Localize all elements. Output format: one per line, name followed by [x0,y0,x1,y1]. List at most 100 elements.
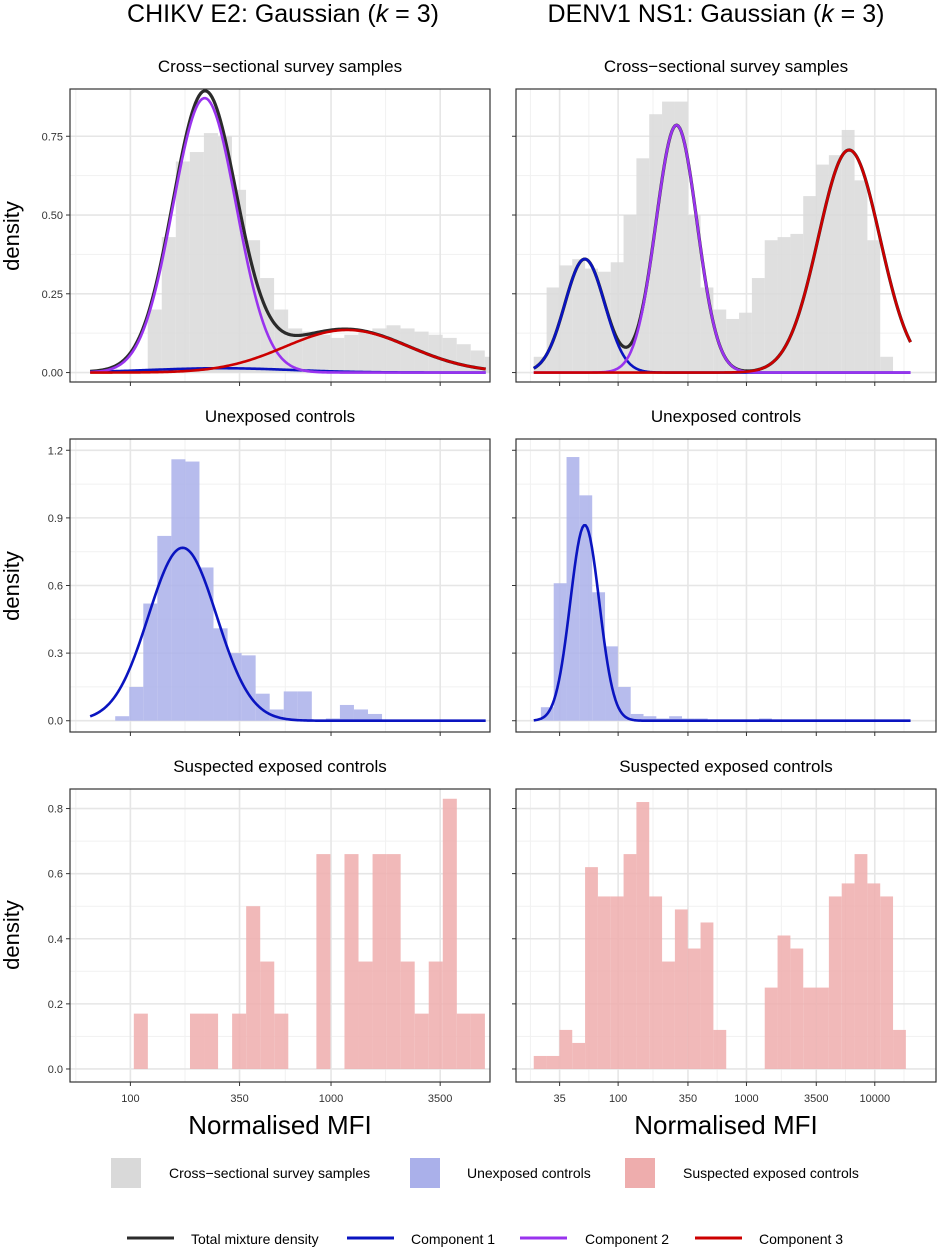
histogram-bar [442,337,457,373]
histogram-bar [175,161,190,373]
y-tick-label: 0.9 [48,513,63,525]
fill-legend: Cross−sectional survey samples Unexposed… [111,1158,859,1188]
histogram-bar [302,331,317,373]
histogram-bar [643,716,657,721]
histogram-bar [442,798,457,1069]
panel-title-unexposed-left: Unexposed controls [205,407,355,426]
y-tick-label: 0.2 [48,999,63,1011]
x-tick-label: 3500 [428,1093,452,1105]
histogram-bar [143,603,158,721]
histogram-bar [816,987,829,1069]
histogram-bar [841,883,855,1069]
histogram-bar [636,158,650,373]
plot-area [70,89,513,382]
histogram-bar [339,704,354,721]
x-tick-label: 100 [609,1093,627,1105]
histogram-bar [283,691,298,721]
histogram-bar [344,854,359,1069]
histogram-bar [260,278,275,373]
histogram-bar [777,935,791,1069]
plot-area [516,789,936,1082]
y-tick-label: 0.6 [48,869,63,881]
histogram-bar [713,1029,727,1069]
histogram-bar [115,716,130,721]
histogram-bar [484,356,490,373]
histogram-bar [133,1013,148,1069]
plot-area [516,89,936,382]
x-tick-label: 350 [230,1093,248,1105]
histogram-bar [867,883,881,1069]
histogram-bar [129,686,144,721]
panel-border [515,788,937,1083]
histogram-bar [623,215,637,373]
x-axis-title-left: Normalised MFI [188,1110,371,1140]
legend-label-comp2: Component 2 [585,1231,669,1247]
histogram-bar [386,854,401,1069]
legend-swatch-survey [111,1158,141,1188]
histogram-bar [372,328,387,373]
histogram-bar [777,237,791,373]
histogram-bar [828,155,842,373]
y-tick-label: 0.75 [42,131,63,143]
panel-survey-right [512,88,937,386]
plot-area [70,789,490,1082]
histogram-bar [559,1029,573,1069]
histogram-bar [687,948,701,1069]
legend-label-survey: Cross−sectional survey samples [169,1165,370,1181]
histogram-bar [585,867,598,1069]
x-tick-label: 10000 [859,1093,890,1105]
legend-label-comp3: Component 3 [759,1231,843,1247]
histogram-bar [353,709,368,721]
histogram-bar [400,961,415,1069]
histogram-bar [372,854,387,1069]
histogram-bar [700,922,714,1069]
histogram-bar [623,854,637,1069]
component-3-line [90,328,486,374]
histogram-bar [255,693,270,721]
histogram-bar [414,1013,429,1069]
histogram-bar [579,495,593,721]
histogram-bar [726,318,740,373]
histogram-bar [790,233,804,373]
y-tick-label: 0.0 [48,1064,63,1076]
plot-area [70,439,490,732]
histogram-bar [751,278,765,373]
histogram-bar [470,1013,485,1069]
legend-swatch-exposed [625,1158,655,1188]
x-tick-label: 1000 [734,1093,758,1105]
panel-border [69,788,491,1083]
legend-swatch-unexposed [410,1158,440,1188]
histogram-bar [297,691,312,721]
y-tick-label: 0.50 [42,210,63,222]
histogram-bar [147,309,162,373]
histogram-bar [585,268,598,373]
histogram-bar [241,655,256,721]
column-title-denv1: DENV1 NS1: Gaussian (k = 3) [548,0,885,28]
component-1-line [89,546,486,723]
legend-label-total: Total mixture density [191,1231,319,1247]
y-tick-label: 0.00 [42,368,63,380]
histogram-bar [597,271,611,373]
x-tick-label: 1000 [319,1093,343,1105]
histogram-bar [764,987,778,1069]
legend-label-unexposed: Unexposed controls [467,1165,591,1181]
y-tick-label: 1.2 [48,445,63,457]
histogram-bar [764,240,778,373]
histogram-bar [854,180,868,373]
histogram-bar [546,1055,560,1069]
histogram-bar [499,360,513,373]
x-tick-label: 350 [679,1093,697,1105]
histogram-bar [400,328,415,373]
histogram-bar [649,896,663,1069]
histogram-bar [456,1013,471,1069]
histogram-bar [669,716,683,721]
legend-label-comp1: Component 1 [411,1231,495,1247]
plot-area [516,439,936,732]
panel-title-exposed-right: Suspected exposed controls [619,757,833,776]
histogram-bar [880,356,894,373]
histogram-bar [213,628,228,721]
histogram-bar [816,164,829,373]
histogram-bar [185,461,200,721]
histogram-bar [189,152,204,373]
